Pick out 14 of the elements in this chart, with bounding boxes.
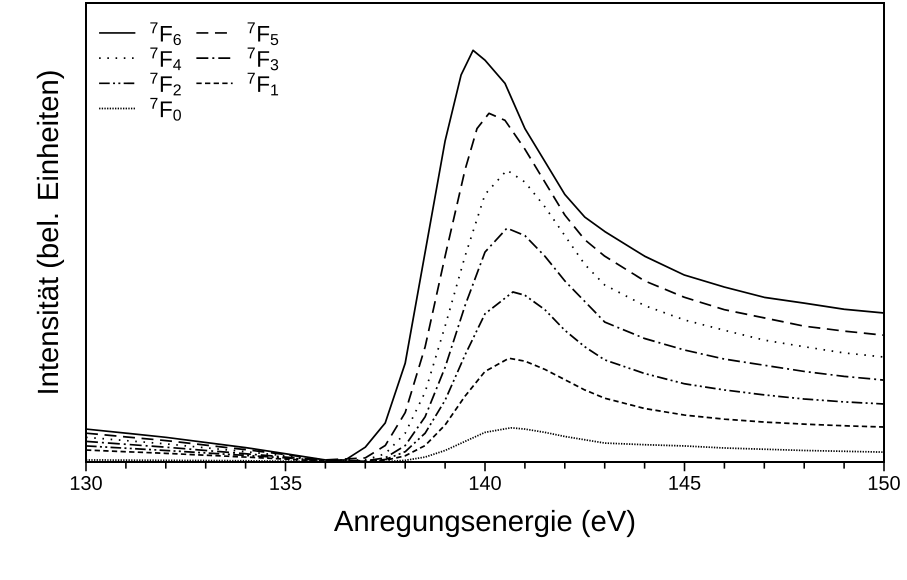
legend-label: $^{7}$F$_{6}$ bbox=[150, 22, 181, 46]
x-tick-label: 145 bbox=[669, 476, 700, 490]
legend-label: $^{7}$F$_{1}$ bbox=[248, 72, 278, 96]
x-tick-label: 150 bbox=[868, 476, 900, 490]
legend-label: $^{7}$F$_{4}$ bbox=[150, 48, 182, 70]
x-tick-label: 140 bbox=[470, 476, 501, 490]
x-axis-title: Anregungsenergie (eV) bbox=[334, 510, 634, 538]
legend-label: $^{7}$F$_{2}$ bbox=[150, 72, 181, 96]
legend-label: $^{7}$F$_{0}$ bbox=[150, 98, 181, 121]
legend-label: $^{7}$F$_{5}$ bbox=[248, 22, 278, 46]
y-axis-title: Intensität (bel. Einheiten) bbox=[36, 71, 64, 393]
legend-label: $^{7}$F$_{3}$ bbox=[248, 48, 278, 70]
x-tick-label: 130 bbox=[70, 476, 102, 490]
x-tick-label: 135 bbox=[270, 476, 302, 490]
